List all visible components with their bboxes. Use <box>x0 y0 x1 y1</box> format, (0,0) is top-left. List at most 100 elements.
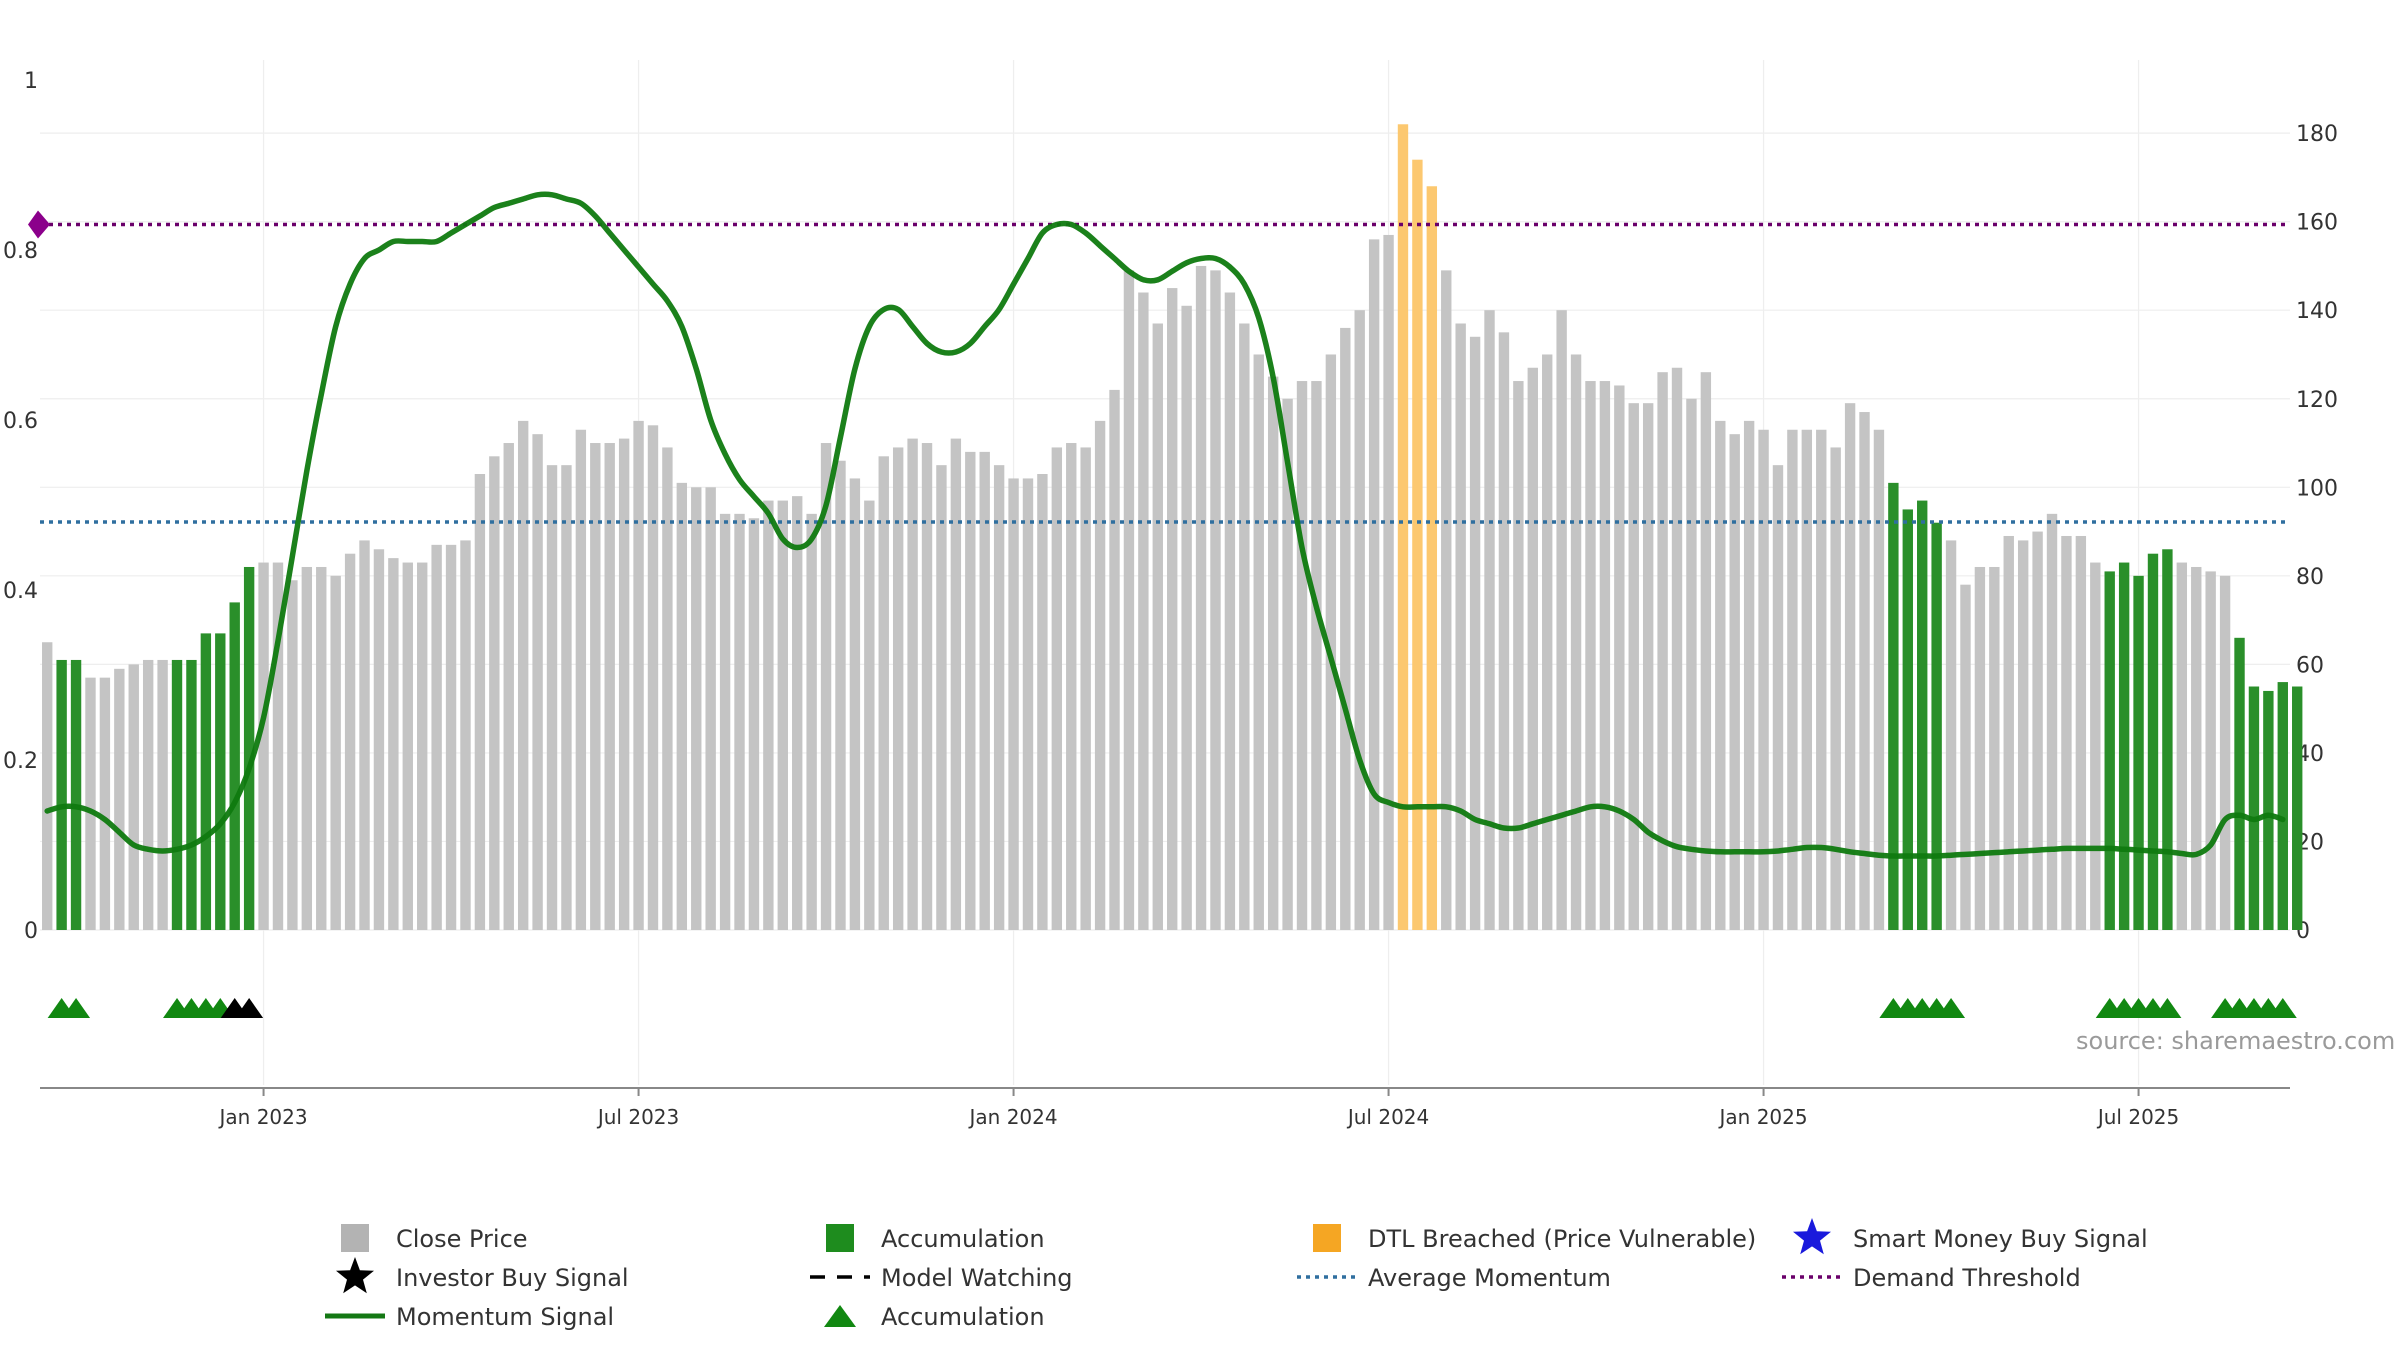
accumulation-bar <box>2234 637 2245 930</box>
legend-label: Investor Buy Signal <box>396 1264 629 1292</box>
legend-square-icon <box>341 1224 369 1252</box>
close-price-bar <box>1671 367 1683 931</box>
x-tick-label: Jul 2023 <box>596 1105 679 1129</box>
close-price-bar <box>1513 381 1524 931</box>
close-price-bar <box>1945 540 1957 930</box>
accumulation-bar <box>1902 509 1913 930</box>
accumulation-bar <box>1917 500 1928 930</box>
close-price-bar <box>1498 332 1510 930</box>
momentum-signal-path <box>44 191 2286 859</box>
accumulation-marker <box>62 998 91 1018</box>
close-price-bar <box>1224 292 1236 930</box>
close-price-bar <box>2017 540 2029 930</box>
legend-label: Model Watching <box>881 1264 1073 1292</box>
x-tick-label: Jan 2024 <box>968 1105 1058 1129</box>
close-price-bar <box>1325 354 1337 931</box>
close-price-bar <box>1094 420 1106 930</box>
close-price-bar <box>734 513 745 930</box>
accumulation-bar <box>2248 686 2260 930</box>
close-price-bar <box>2219 575 2231 930</box>
close-price-bar <box>142 659 154 930</box>
close-price-bar <box>316 566 327 930</box>
close-price-bar <box>1859 412 1870 930</box>
left-tick-label: 0 <box>24 919 38 944</box>
legend-item: Accumulation <box>826 1224 1045 1253</box>
x-tick-label: Jan 2025 <box>1718 1105 1808 1129</box>
close-price-bar <box>575 429 587 930</box>
close-price-bar <box>157 659 168 930</box>
close-price-bar <box>1758 429 1769 930</box>
accumulation-bar <box>1888 482 1899 930</box>
legend-square-icon <box>826 1224 854 1252</box>
close-price-bar <box>1801 429 1813 930</box>
close-price-bar <box>2032 531 2043 930</box>
close-price-bar <box>2176 562 2188 930</box>
close-price-bar <box>1642 403 1654 930</box>
accumulation-bar <box>2292 686 2303 930</box>
close-price-bar <box>1816 429 1827 930</box>
right-tick-label: 160 <box>2296 211 2338 236</box>
investor-buy-marker <box>235 998 264 1018</box>
close-price-bar <box>1383 234 1394 930</box>
close-price-bar <box>258 562 269 930</box>
close-price-bar <box>921 443 933 930</box>
close-price-bar <box>1960 584 1971 930</box>
close-price-bar <box>128 664 139 930</box>
legend-item: Accumulation <box>824 1303 1045 1331</box>
legend-label: Momentum Signal <box>396 1303 614 1331</box>
close-price-bar <box>445 544 457 930</box>
close-price-bar <box>2191 566 2202 930</box>
close-price-bar <box>1080 447 1091 930</box>
x-tick-label: Jul 2025 <box>2096 1105 2179 1129</box>
close-price-bar <box>489 456 500 930</box>
dtl-breached-bar <box>1397 124 1409 931</box>
accumulation-bar <box>2263 690 2274 930</box>
close-price-bar <box>878 456 889 930</box>
close-price-bar <box>1772 465 1784 930</box>
right-tick-label: 180 <box>2296 122 2338 147</box>
close-price-bar <box>1686 398 1697 930</box>
accumulation-bar <box>2133 575 2144 930</box>
close-price-bar <box>1974 566 1986 930</box>
right-tick-label: 80 <box>2296 565 2324 590</box>
close-price-bar <box>691 487 702 930</box>
accumulation-bar <box>2162 549 2173 930</box>
close-price-bar <box>662 447 673 930</box>
close-price-bar <box>618 438 630 930</box>
legend-label: Close Price <box>396 1225 528 1253</box>
legend-label: Average Momentum <box>1368 1264 1611 1292</box>
close-price-bar <box>965 451 976 930</box>
momentum-signal-line <box>44 191 2286 859</box>
accumulation-bar <box>186 659 197 930</box>
close-price-bar <box>402 562 413 930</box>
close-price-bar <box>1296 381 1308 931</box>
left-tick-label: 0.8 <box>3 239 38 264</box>
close-price-bar <box>719 513 731 930</box>
close-price-bar <box>979 451 990 930</box>
close-price-bar <box>892 447 904 930</box>
close-price-bar <box>114 668 125 930</box>
right-tick-label: 120 <box>2296 388 2338 413</box>
close-price-bar <box>763 500 774 930</box>
close-price-bar <box>820 443 832 930</box>
close-price-bar <box>1109 389 1120 930</box>
legend-item: Demand Threshold <box>1782 1264 2081 1292</box>
accumulation-bar <box>70 659 82 930</box>
source-label: source: sharemaestro.com <box>2076 1027 2395 1055</box>
close-price-bar <box>2090 562 2101 930</box>
close-price-bar <box>42 642 53 930</box>
close-price-bar <box>301 566 313 930</box>
accumulation-bar <box>215 633 226 930</box>
demand-threshold-marker <box>28 210 50 239</box>
close-price-bar <box>85 677 96 930</box>
close-price-bar <box>1628 403 1639 930</box>
close-price-bar <box>835 460 846 930</box>
close-price-bar <box>546 465 558 930</box>
close-price-bar <box>1570 354 1582 931</box>
close-price-bar <box>792 496 803 930</box>
legend-star-icon <box>1793 1218 1831 1255</box>
legend-item: DTL Breached (Price Vulnerable) <box>1313 1224 1756 1253</box>
close-price-bar <box>1167 288 1178 931</box>
